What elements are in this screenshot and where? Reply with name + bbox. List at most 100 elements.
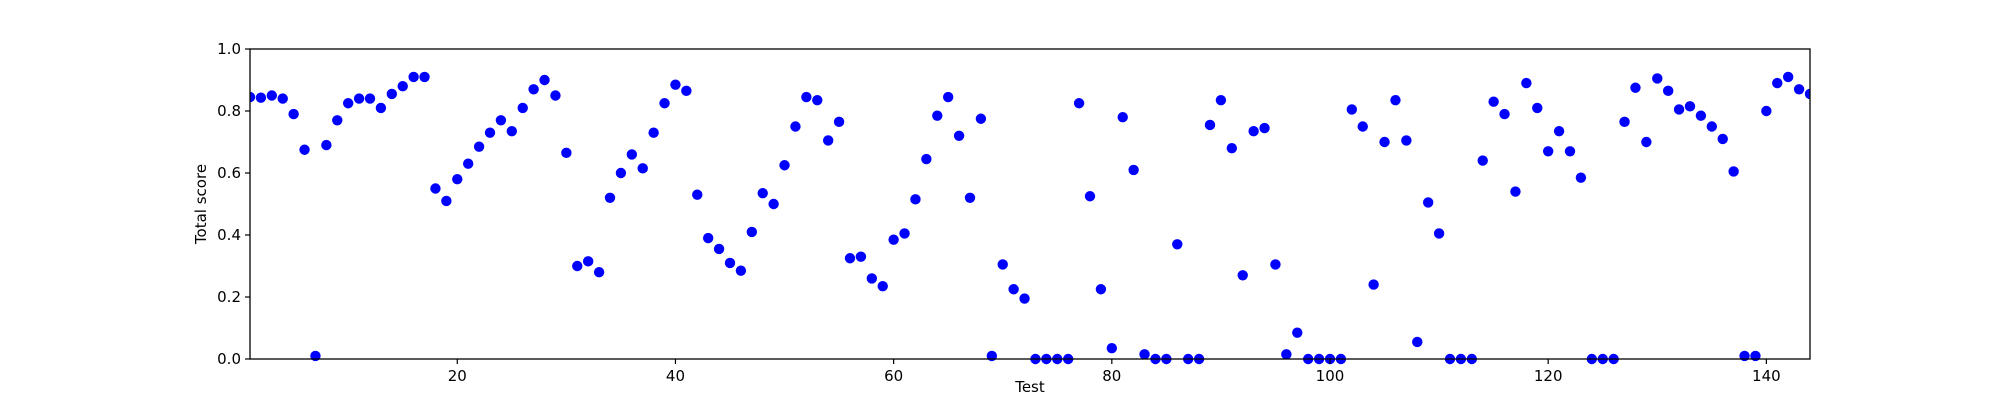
data-point: [615, 167, 627, 179]
data-point: [1292, 327, 1303, 338]
data-point: [353, 93, 365, 104]
y-tick-label: 0.6: [217, 164, 241, 182]
data-point: [877, 280, 888, 292]
data-point: [855, 251, 867, 262]
data-point: [277, 93, 288, 104]
data-point: [1379, 136, 1390, 148]
data-point: [1401, 135, 1412, 146]
data-point: [932, 110, 943, 121]
data-point: [1532, 102, 1543, 114]
y-axis-label: Total score: [192, 164, 210, 245]
data-point: [953, 130, 965, 141]
data-point: [1706, 121, 1718, 132]
data-point: [1662, 85, 1674, 97]
data-point: [250, 91, 256, 103]
data-point: [648, 127, 659, 138]
data-point: [1281, 349, 1292, 360]
data-point: [375, 102, 387, 114]
data-point: [746, 226, 758, 238]
y-tick-label: 0.4: [217, 226, 241, 244]
data-point: [822, 135, 834, 146]
data-point: [408, 71, 419, 83]
data-point: [1630, 82, 1641, 93]
data-point: [506, 125, 518, 137]
data-point: [1521, 77, 1532, 89]
data-point: [997, 259, 1008, 270]
data-point: [1695, 110, 1707, 121]
data-point: [844, 253, 856, 264]
data-point: [1248, 125, 1259, 137]
y-tick-label: 0.8: [217, 102, 241, 120]
x-tick-label: 20: [448, 367, 467, 385]
data-point: [724, 257, 736, 269]
data-point: [702, 232, 714, 244]
data-point: [550, 90, 561, 101]
data-point: [1575, 172, 1587, 183]
data-point: [528, 84, 539, 95]
data-point: [473, 141, 485, 152]
data-point: [419, 71, 430, 83]
data-point: [484, 127, 496, 138]
y-tick-label: 0.2: [217, 288, 241, 306]
data-point: [1772, 77, 1783, 89]
data-point: [342, 98, 354, 109]
data-point: [604, 192, 616, 203]
data-point: [833, 116, 845, 128]
data-point: [1237, 270, 1248, 281]
x-tick-label: 80: [1102, 367, 1121, 385]
data-point: [1172, 239, 1183, 250]
data-point: [1782, 71, 1794, 83]
y-tick-label: 1.0: [217, 40, 241, 58]
data-point: [1728, 166, 1739, 177]
data-point: [1761, 105, 1772, 117]
data-point: [921, 153, 932, 165]
data-point: [942, 91, 954, 103]
data-point: [670, 79, 681, 90]
data-point: [1510, 186, 1521, 197]
data-point: [1390, 94, 1401, 106]
data-point: [1128, 164, 1139, 176]
data-point: [441, 195, 452, 207]
data-point: [975, 113, 987, 124]
data-point: [1019, 293, 1030, 304]
data-point: [561, 147, 572, 159]
data-point: [866, 273, 878, 284]
x-tick-label: 60: [884, 367, 903, 385]
data-point: [1226, 143, 1238, 154]
data-point: [364, 93, 376, 104]
data-point: [582, 256, 594, 267]
axis-ticks: 20 40 60 80 100 120 140 0.0 0.2 0.4 0.6 0.8 1.0: [217, 40, 1781, 385]
data-point: [266, 90, 278, 101]
data-point: [768, 198, 779, 210]
data-point: [1684, 101, 1696, 112]
data-point: [1542, 146, 1554, 157]
data-point: [1717, 133, 1728, 145]
data-point: [1106, 342, 1118, 354]
data-point: [1564, 146, 1576, 157]
data-point: [899, 228, 910, 239]
x-tick-label: 100: [1316, 367, 1345, 385]
data-point: [539, 74, 550, 86]
data-point: [1652, 73, 1663, 84]
data-point: [790, 121, 801, 132]
data-point: [288, 108, 299, 120]
data-point: [1499, 108, 1510, 120]
data-point: [495, 115, 507, 126]
data-point: [964, 192, 976, 203]
data-point: [593, 267, 605, 278]
data-point: [255, 92, 267, 103]
data-point: [332, 115, 343, 126]
data-point: [779, 160, 790, 171]
data-point: [1095, 284, 1107, 295]
data-point: [1433, 228, 1445, 239]
data-point: [812, 94, 823, 106]
data-point: [517, 102, 528, 114]
data-point: [1073, 98, 1085, 109]
data-point: [1139, 349, 1150, 360]
data-point: [1357, 121, 1368, 132]
y-tick-label: 0.0: [217, 350, 241, 368]
data-point: [692, 189, 703, 200]
data-point: [888, 234, 899, 245]
data-point: [1488, 96, 1499, 107]
